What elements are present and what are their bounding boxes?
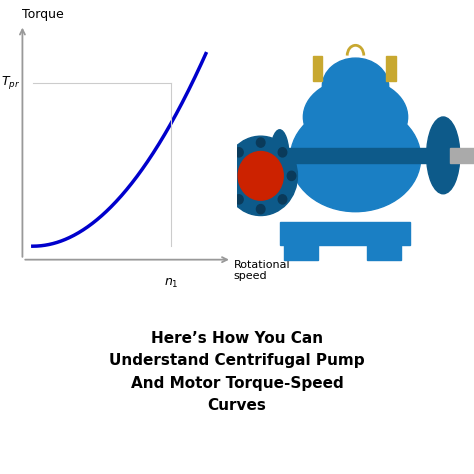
Circle shape — [238, 152, 283, 200]
Bar — [386, 55, 396, 81]
Bar — [280, 222, 410, 245]
Ellipse shape — [322, 58, 389, 114]
Text: Torque: Torque — [22, 8, 64, 21]
Text: Here’s How You Can
Understand Centrifugal Pump
And Motor Torque-Speed
Curves: Here’s How You Can Understand Centrifuga… — [109, 331, 365, 413]
Ellipse shape — [270, 130, 289, 186]
Circle shape — [278, 195, 287, 204]
Circle shape — [235, 195, 243, 204]
Text: $n_1$: $n_1$ — [164, 277, 179, 290]
Bar — [249, 143, 284, 168]
Bar — [280, 148, 429, 163]
Ellipse shape — [303, 79, 408, 155]
Bar — [450, 148, 474, 163]
Circle shape — [224, 136, 298, 216]
Circle shape — [287, 171, 296, 181]
Circle shape — [375, 151, 383, 160]
Bar — [313, 55, 322, 81]
Ellipse shape — [290, 104, 421, 212]
Circle shape — [394, 151, 402, 160]
Text: $T_{pr}$: $T_{pr}$ — [0, 74, 20, 91]
Circle shape — [235, 148, 243, 157]
Circle shape — [328, 151, 336, 160]
Circle shape — [285, 151, 293, 160]
Circle shape — [256, 138, 265, 147]
Bar — [284, 240, 318, 260]
Circle shape — [304, 151, 312, 160]
Bar — [367, 240, 401, 260]
Circle shape — [413, 151, 421, 160]
Circle shape — [256, 204, 265, 214]
Circle shape — [226, 171, 234, 181]
Circle shape — [351, 151, 360, 160]
Text: Rotational
speed: Rotational speed — [234, 260, 290, 281]
Circle shape — [278, 148, 287, 157]
Ellipse shape — [427, 117, 460, 194]
